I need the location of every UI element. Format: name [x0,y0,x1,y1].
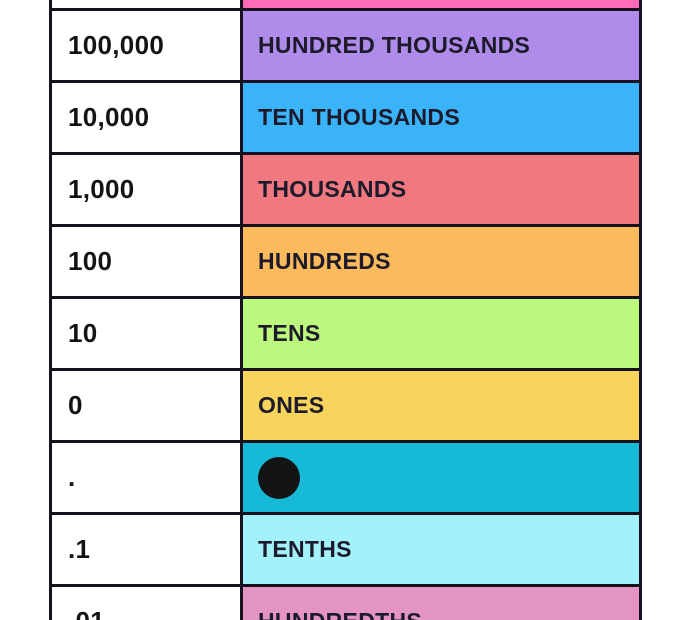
value-cell: 10 [52,299,243,368]
place-value-number: . [68,462,76,492]
place-value-number: 100,000 [68,30,165,60]
value-cell: .01 [52,587,243,620]
label-cell: HUNDRED THOUSANDS [243,11,639,80]
value-cell: 1,000 [52,155,243,224]
place-value-number: 10,000 [68,102,150,132]
value-cell [52,0,243,8]
place-value-label: HUNDREDTHS [258,608,422,620]
label-cell [243,443,639,512]
place-value-label: HUNDREDS [258,248,391,274]
table-row: 10,000 TEN THOUSANDS [52,83,639,155]
place-value-number: 100 [68,246,113,276]
value-cell: 100 [52,227,243,296]
label-cell: ONES [243,371,639,440]
table-row: .01 HUNDREDTHS [52,587,639,620]
place-value-label: THOUSANDS [258,176,407,202]
table-row [52,0,639,11]
place-value-label: TEN THOUSANDS [258,104,460,130]
table-row: . [52,443,639,515]
place-value-table: 100,000 HUNDRED THOUSANDS 10,000 TEN THO… [49,0,642,620]
place-value-label: ONES [258,392,325,418]
label-cell: HUNDREDTHS [243,587,639,620]
label-cell: TENTHS [243,515,639,584]
label-cell: TENS [243,299,639,368]
label-cell: HUNDREDS [243,227,639,296]
table-row: 100,000 HUNDRED THOUSANDS [52,11,639,83]
place-value-label: HUNDRED THOUSANDS [258,32,531,58]
place-value-label: TENTHS [258,536,352,562]
table-row: 10 TENS [52,299,639,371]
place-value-number: .1 [68,534,91,564]
label-cell: THOUSANDS [243,155,639,224]
value-cell: .1 [52,515,243,584]
value-cell: 100,000 [52,11,243,80]
label-cell: TEN THOUSANDS [243,83,639,152]
label-cell [243,0,639,8]
decimal-point-icon [258,456,300,499]
place-value-number: .01 [68,606,105,620]
value-cell: 0 [52,371,243,440]
table-row: 100 HUNDREDS [52,227,639,299]
place-value-number: 10 [68,318,98,348]
place-value-label: TENS [258,320,321,346]
place-value-number: 1,000 [68,174,135,204]
table-row: .1 TENTHS [52,515,639,587]
table-row: 1,000 THOUSANDS [52,155,639,227]
place-value-number: 0 [68,390,83,420]
value-cell: 10,000 [52,83,243,152]
table-row: 0 ONES [52,371,639,443]
value-cell: . [52,443,243,512]
